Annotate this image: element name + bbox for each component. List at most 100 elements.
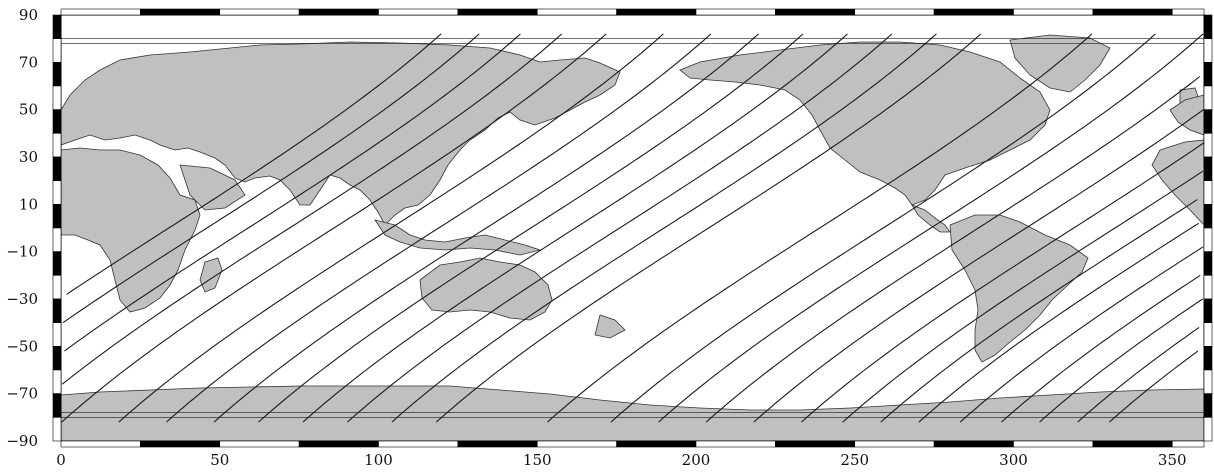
border-segment	[52, 133, 62, 158]
border-segment	[52, 417, 62, 442]
border-segment	[1092, 440, 1173, 448]
border-segment	[1203, 180, 1213, 205]
border-segment	[298, 8, 379, 16]
orbit-track	[166, 33, 712, 423]
x-tick-label: 100	[364, 451, 393, 469]
orbit-track	[66, 33, 442, 295]
border-segment	[1203, 393, 1213, 418]
border-segment	[52, 369, 62, 394]
y-tick-label: −50	[6, 337, 38, 355]
checkered-frame-border	[52, 8, 1213, 448]
border-segment	[1203, 14, 1213, 39]
border-segment	[775, 8, 856, 16]
border-segment	[1171, 8, 1205, 16]
orbit-track	[62, 33, 480, 324]
border-segment	[933, 440, 1014, 448]
border-segment	[1203, 251, 1213, 276]
border-segment	[52, 204, 62, 229]
border-segment	[457, 8, 538, 16]
x-tick-label: 200	[682, 451, 711, 469]
border-segment	[52, 251, 62, 276]
y-tick-label: −30	[6, 290, 38, 308]
y-tick-label: 10	[19, 195, 38, 213]
orbit-track	[658, 33, 1204, 423]
border-segment	[933, 8, 1014, 16]
x-tick-label: 150	[523, 451, 552, 469]
border-segment	[52, 227, 62, 252]
border-segment	[695, 440, 776, 448]
border-segment	[52, 275, 62, 300]
x-tick-label: 50	[210, 451, 229, 469]
orbit-track	[610, 33, 1156, 423]
border-segment	[140, 440, 221, 448]
orbit-track	[61, 33, 563, 385]
border-segment	[1203, 298, 1213, 323]
border-segment	[854, 8, 935, 16]
border-segment	[52, 38, 62, 63]
orbit-track	[705, 76, 1201, 423]
x-tick-label: 350	[1158, 451, 1187, 469]
madagascar-landmass	[199, 257, 223, 293]
orbit-track	[547, 33, 1093, 423]
y-tick-label: 30	[19, 148, 38, 166]
orbit-track	[64, 33, 521, 352]
antarctica-landmass	[60, 385, 1205, 442]
border-segment	[1203, 204, 1213, 229]
new-zealand-landmass	[594, 314, 626, 339]
land-masses	[60, 34, 1205, 442]
border-segment	[52, 14, 62, 39]
border-segment	[219, 440, 300, 448]
border-segment	[457, 440, 538, 448]
x-tick-label: 300	[999, 451, 1028, 469]
x-tick-label: 0	[56, 451, 66, 469]
y-tick-label: 50	[19, 101, 38, 119]
orbit-track	[918, 222, 1199, 423]
north-america-landmass	[679, 41, 1051, 206]
border-segment	[854, 440, 935, 448]
border-segment	[378, 440, 459, 448]
border-segment	[1203, 38, 1213, 63]
border-segment	[1203, 85, 1213, 110]
border-segment	[1013, 8, 1094, 16]
border-segment	[1203, 156, 1213, 181]
ground-tracks	[61, 33, 1205, 423]
border-segment	[298, 440, 379, 448]
y-tick-label: −10	[6, 243, 38, 261]
orbit-track	[880, 199, 1198, 423]
border-segment	[52, 62, 62, 87]
y-tick-label: −70	[6, 385, 38, 403]
central-america-landmass	[911, 204, 951, 233]
border-segment	[1203, 62, 1213, 87]
orbit-track	[842, 170, 1204, 423]
border-segment	[1203, 133, 1213, 158]
border-segment	[52, 85, 62, 110]
border-segment	[52, 346, 62, 371]
border-segment	[1171, 440, 1205, 448]
orbit-track	[1001, 274, 1201, 423]
y-tick-label: 90	[19, 6, 38, 24]
orbit-track	[801, 142, 1205, 423]
border-segment	[536, 440, 617, 448]
border-segment	[616, 440, 697, 448]
indonesia-landmass	[374, 219, 542, 256]
border-segment	[1092, 8, 1173, 16]
orbit-track	[1039, 298, 1203, 423]
orbit-track	[959, 246, 1204, 423]
border-segment	[775, 440, 856, 448]
orbit-track	[1109, 350, 1199, 423]
border-segment	[616, 8, 697, 16]
orbit-track	[61, 33, 607, 423]
greenland-landmass	[1009, 34, 1111, 93]
border-segment	[1203, 417, 1213, 442]
arabia-landmass	[179, 164, 246, 211]
x-axis-labels: 0 50 100 150 200 250 300 350	[56, 451, 1186, 469]
orbit-track	[118, 33, 664, 423]
border-segment	[52, 156, 62, 181]
border-segment	[1203, 109, 1213, 134]
orbit-track	[347, 33, 893, 423]
orbit-track	[391, 33, 937, 423]
border-segment	[60, 440, 141, 448]
y-axis-labels: 90 70 50 30 10 −10 −30 −50 −70 −90	[6, 6, 38, 450]
border-segment	[1203, 227, 1213, 252]
